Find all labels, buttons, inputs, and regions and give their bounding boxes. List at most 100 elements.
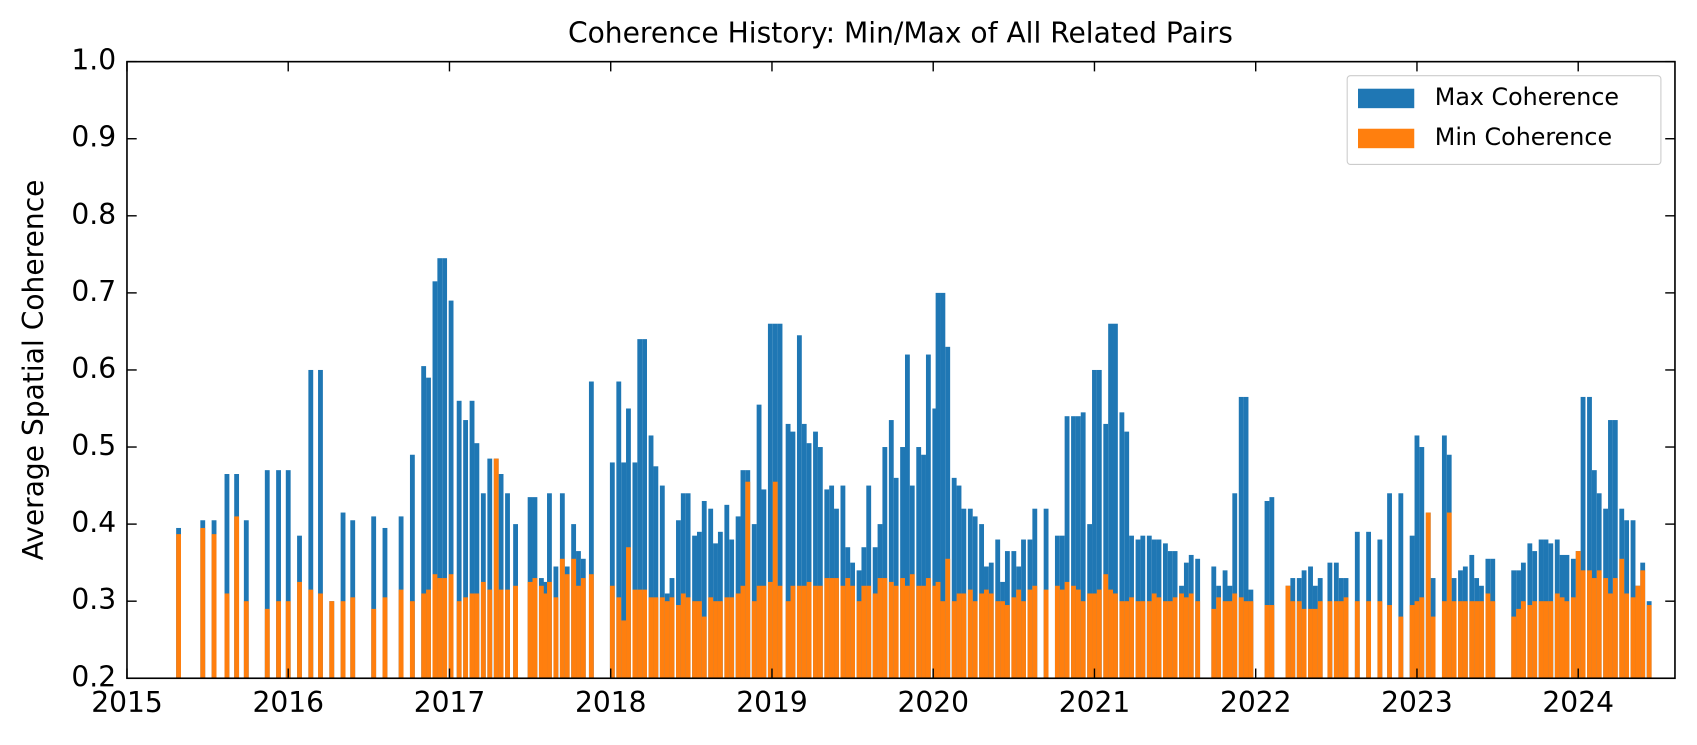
bar <box>767 581 773 679</box>
bar <box>817 447 823 679</box>
bar <box>448 300 454 679</box>
bar <box>1124 601 1130 679</box>
bar <box>211 534 217 679</box>
bar <box>1021 601 1026 679</box>
bar <box>967 589 973 679</box>
bar <box>956 593 962 679</box>
bar <box>648 597 654 679</box>
bar <box>1532 601 1538 679</box>
bar <box>696 601 702 679</box>
bar <box>850 585 856 679</box>
bar <box>653 597 659 679</box>
bar <box>1538 601 1544 679</box>
bar <box>1490 601 1496 679</box>
bar <box>442 578 448 679</box>
bar <box>564 574 570 679</box>
bar <box>487 589 493 679</box>
bar <box>866 585 872 679</box>
bar <box>243 601 249 679</box>
bar <box>285 601 291 679</box>
bar <box>840 585 846 679</box>
bar <box>813 431 818 679</box>
bar <box>224 474 230 679</box>
bar <box>637 589 643 679</box>
bar <box>796 585 802 679</box>
bar <box>1269 497 1275 679</box>
bar <box>1317 601 1323 679</box>
bar <box>801 423 807 679</box>
bar <box>1441 435 1447 679</box>
bar <box>498 474 504 679</box>
bar <box>1575 551 1581 679</box>
bar <box>724 597 730 679</box>
bar <box>609 585 615 679</box>
bar <box>648 435 654 679</box>
bar <box>1227 601 1233 679</box>
legend-swatch <box>1358 88 1415 109</box>
legend-box <box>1346 75 1662 165</box>
bar <box>1640 570 1646 679</box>
bar <box>340 512 346 679</box>
bar <box>1564 601 1570 679</box>
bar <box>1619 558 1625 679</box>
bar <box>1146 601 1152 679</box>
bar <box>1554 593 1560 679</box>
bar <box>772 481 778 679</box>
bar <box>904 585 910 679</box>
bar <box>1124 431 1130 679</box>
bar <box>469 400 475 679</box>
bar <box>888 581 894 679</box>
bar <box>1608 593 1613 679</box>
bar <box>777 323 783 679</box>
bar <box>961 593 967 679</box>
bar <box>659 485 665 679</box>
bar <box>806 443 812 679</box>
bar <box>995 601 1001 679</box>
bar <box>1520 601 1526 679</box>
bar <box>505 589 510 679</box>
bar <box>680 493 686 679</box>
bar <box>1059 589 1065 679</box>
bar <box>840 485 846 679</box>
bar <box>621 620 627 679</box>
bar <box>632 589 638 679</box>
bar <box>1608 420 1613 679</box>
bar <box>1087 593 1093 679</box>
bar <box>371 516 377 679</box>
bar <box>777 585 783 679</box>
bar <box>1469 601 1475 679</box>
bar <box>532 578 538 679</box>
bar <box>626 408 631 679</box>
bar <box>1269 605 1275 679</box>
bar <box>1451 601 1457 679</box>
bar <box>609 462 615 679</box>
bar <box>669 597 675 679</box>
x-tick-label: 2024 <box>1542 686 1614 719</box>
bar <box>1080 412 1086 679</box>
bar <box>448 574 454 679</box>
bar <box>513 585 518 679</box>
bar <box>1108 589 1114 679</box>
bar <box>893 585 899 679</box>
bar <box>1387 493 1392 679</box>
bar <box>632 462 638 679</box>
bar <box>264 608 270 679</box>
bar <box>1543 601 1549 679</box>
bar <box>653 466 659 679</box>
bar <box>642 589 647 679</box>
bar <box>1580 570 1586 679</box>
bar <box>932 585 938 679</box>
bar <box>1548 601 1554 679</box>
bar <box>1103 574 1109 679</box>
bar <box>1222 601 1228 679</box>
bar <box>1430 616 1436 679</box>
bar <box>790 585 796 679</box>
bar <box>308 369 314 679</box>
bar <box>872 593 878 679</box>
bar <box>1188 593 1194 679</box>
bar <box>1140 601 1146 679</box>
bar <box>398 589 404 679</box>
bar <box>861 585 867 679</box>
bar <box>1064 581 1070 679</box>
bar <box>1527 605 1533 679</box>
